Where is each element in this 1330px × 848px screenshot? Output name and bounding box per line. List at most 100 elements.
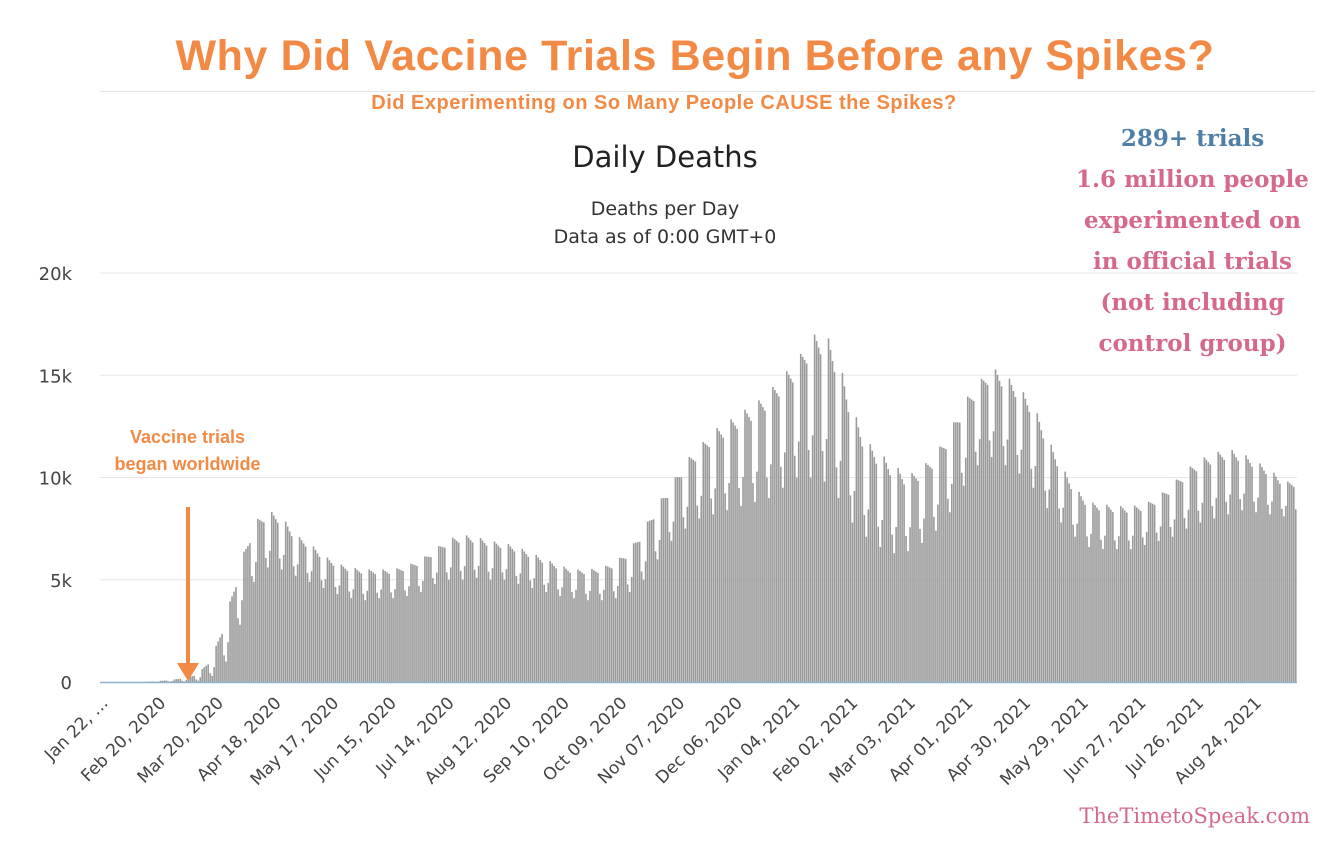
bar[interactable] — [853, 490, 856, 682]
bar[interactable] — [883, 456, 886, 682]
bar[interactable] — [1281, 508, 1283, 682]
bar[interactable] — [567, 570, 569, 682]
bar[interactable] — [382, 569, 384, 682]
bar[interactable] — [151, 681, 154, 682]
bar[interactable] — [597, 572, 599, 682]
bar[interactable] — [611, 568, 613, 682]
bar[interactable] — [332, 565, 335, 682]
bar[interactable] — [436, 572, 438, 682]
bar[interactable] — [881, 519, 884, 682]
bar[interactable] — [684, 528, 687, 682]
bar[interactable] — [1050, 444, 1053, 682]
bar[interactable] — [257, 518, 259, 682]
bar[interactable] — [668, 532, 671, 682]
bar[interactable] — [889, 475, 891, 682]
bar[interactable] — [161, 680, 164, 682]
bar[interactable] — [807, 449, 810, 682]
bar[interactable] — [451, 537, 454, 682]
bar[interactable] — [298, 537, 301, 682]
bar[interactable] — [925, 463, 927, 682]
bar[interactable] — [1024, 398, 1027, 682]
bar[interactable] — [259, 520, 261, 682]
bar[interactable] — [251, 576, 253, 682]
bar[interactable] — [165, 680, 168, 682]
bar[interactable] — [241, 600, 243, 682]
bar[interactable] — [1133, 505, 1136, 682]
bar[interactable] — [501, 572, 504, 682]
bar[interactable] — [791, 382, 794, 682]
bar[interactable] — [815, 341, 818, 682]
bar[interactable] — [1120, 506, 1122, 682]
bar[interactable] — [1255, 512, 1257, 682]
bar[interactable] — [851, 522, 854, 682]
bar[interactable] — [467, 537, 470, 682]
bar[interactable] — [921, 542, 923, 682]
bar[interactable] — [404, 590, 406, 682]
bar[interactable] — [185, 680, 188, 682]
bar[interactable] — [1022, 392, 1025, 682]
bar[interactable] — [565, 568, 567, 682]
bar[interactable] — [1010, 384, 1013, 682]
bar[interactable] — [656, 559, 659, 682]
bar[interactable] — [412, 564, 414, 682]
bar[interactable] — [205, 665, 207, 682]
bar[interactable] — [1143, 544, 1146, 682]
bar[interactable] — [1161, 492, 1164, 682]
bar[interactable] — [795, 477, 798, 683]
bar[interactable] — [1066, 477, 1068, 682]
bar[interactable] — [342, 566, 345, 682]
bar[interactable] — [1080, 496, 1082, 682]
bar[interactable] — [207, 664, 209, 682]
bar[interactable] — [1064, 471, 1066, 682]
bar[interactable] — [348, 591, 351, 682]
bar[interactable] — [245, 548, 247, 682]
bar[interactable] — [770, 464, 772, 682]
bar[interactable] — [1169, 526, 1172, 682]
bar[interactable] — [485, 545, 488, 682]
bar[interactable] — [1032, 487, 1035, 682]
bar[interactable] — [1016, 454, 1019, 682]
bar[interactable] — [438, 546, 440, 682]
bar[interactable] — [998, 380, 1001, 682]
bar[interactable] — [1233, 453, 1235, 682]
bar[interactable] — [473, 569, 476, 682]
bar[interactable] — [650, 519, 653, 682]
bar[interactable] — [835, 467, 838, 682]
bar[interactable] — [1183, 518, 1186, 682]
bar[interactable] — [495, 543, 498, 682]
bar[interactable] — [1044, 490, 1047, 682]
bar[interactable] — [974, 451, 977, 682]
bar[interactable] — [171, 680, 174, 682]
bar[interactable] — [354, 568, 357, 682]
bar[interactable] — [1251, 466, 1253, 682]
bar[interactable] — [247, 546, 249, 682]
bar[interactable] — [1145, 531, 1148, 682]
bar[interactable] — [449, 567, 452, 682]
bar[interactable] — [557, 589, 559, 682]
bar[interactable] — [789, 378, 792, 682]
bar[interactable] — [984, 382, 987, 682]
bar[interactable] — [195, 679, 198, 682]
bar[interactable] — [1185, 528, 1188, 682]
bar[interactable] — [219, 637, 221, 682]
bar[interactable] — [1002, 446, 1005, 682]
bar[interactable] — [503, 579, 506, 682]
bar[interactable] — [601, 600, 603, 682]
bar[interactable] — [1165, 493, 1168, 682]
bar[interactable] — [1293, 486, 1295, 682]
bar[interactable] — [813, 334, 816, 682]
bar[interactable] — [863, 515, 866, 682]
bar[interactable] — [1068, 483, 1070, 682]
bar[interactable] — [235, 587, 237, 682]
bar[interactable] — [1127, 540, 1130, 682]
bar[interactable] — [855, 417, 858, 682]
bar[interactable] — [402, 571, 404, 682]
bar[interactable] — [489, 579, 492, 682]
bar[interactable] — [491, 568, 494, 682]
bar[interactable] — [1157, 540, 1160, 682]
bar[interactable] — [662, 498, 665, 682]
bar[interactable] — [163, 680, 166, 682]
bar[interactable] — [408, 586, 410, 682]
bar[interactable] — [1243, 493, 1245, 682]
bar[interactable] — [1149, 502, 1152, 682]
